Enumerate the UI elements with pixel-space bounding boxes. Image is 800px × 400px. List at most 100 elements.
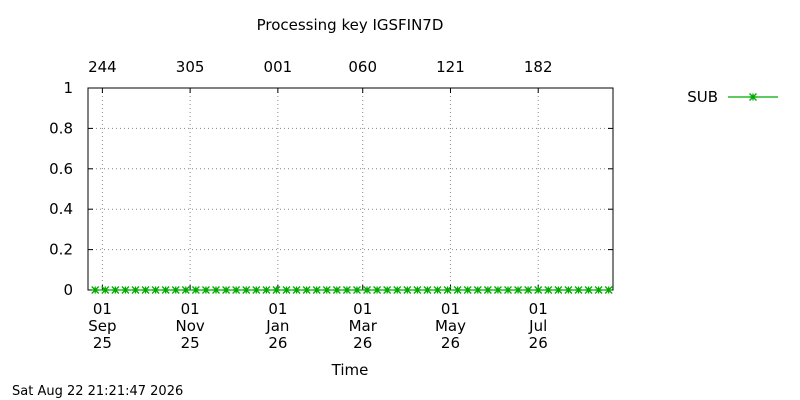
data-point [574,286,583,294]
marker-shape [292,286,301,294]
data-point [403,286,412,294]
data-point [121,286,130,294]
data-point [453,286,462,294]
x-axis-label: Time [331,361,369,379]
marker-shape [564,286,573,294]
legend-label: SUB [687,88,718,106]
y-tick-label: 1 [63,79,73,97]
marker-shape [403,286,412,294]
data-point [272,286,281,294]
chart-title: Processing key IGSFIN7D [257,16,444,34]
marker-shape [383,286,392,294]
marker-shape [252,286,261,294]
x2-tick-label: 244 [88,58,117,76]
data-point [544,286,553,294]
x-tick-label-line: 01 [353,300,372,318]
marker-shape [493,286,502,294]
x-tick-label: 01 Jul 26 [528,300,548,352]
marker-shape [433,286,442,294]
marker-shape [232,286,241,294]
x-tick-label-line: 26 [441,334,460,352]
data-point [504,286,512,294]
marker-shape [171,286,180,294]
marker-shape [413,286,422,294]
timestamp: Sat Aug 22 21:21:47 2026 [12,384,183,399]
data-point [383,286,392,294]
x-tick-label-line: Nov [175,317,204,335]
data-point [312,286,321,294]
y-tick-label: 0.2 [49,241,73,259]
marker-shape [373,286,382,294]
marker-shape [191,286,200,294]
data-point [292,286,301,294]
marker-shape [463,286,472,294]
x-tick-label-line: 01 [529,300,548,318]
data-point [342,286,351,294]
marker-shape [534,286,543,294]
marker-shape [393,286,402,294]
data-point [443,286,452,294]
data-point [161,286,170,294]
x-tick-label: 01 Sep 25 [88,300,116,352]
x-tick-label: 01 Nov 25 [175,300,204,352]
data-point [594,286,603,294]
y-tick-label: 0.8 [49,119,73,137]
marker-shape [282,286,291,294]
y-tick-label: 0.6 [49,160,73,178]
data-point [493,286,502,294]
x2-tick-label: 305 [176,58,205,76]
data-point [433,286,442,294]
x-tick-label-line: Sep [88,317,116,335]
data-point [262,286,271,294]
data-point [393,286,402,294]
marker-shape [342,286,351,294]
data-point [353,286,361,294]
data-point [191,286,200,294]
data-point [201,286,210,294]
y-tick-label: 0.4 [49,200,73,218]
marker-shape [749,93,757,101]
x-tick-label-line: 01 [181,300,200,318]
marker-shape [514,286,523,294]
data-point [483,286,492,294]
marker-shape [312,286,321,294]
data-point [91,286,100,294]
marker-shape [302,286,311,294]
x-tick-label-line: Jul [528,317,547,335]
legend-marker [749,93,757,101]
marker-shape [121,286,130,294]
data-point [524,286,533,294]
data-point [473,286,482,294]
marker-shape [91,286,100,294]
marker-shape [151,286,160,294]
marker-shape [322,286,331,294]
x2-tick-label: 001 [264,58,293,76]
x-tick-label-line: 01 [93,300,112,318]
marker-shape [272,286,281,294]
x-tick-label-line: 26 [353,334,372,352]
x-tick-label: 01 Mar 26 [349,300,378,352]
x-tick-label-line: 25 [181,334,200,352]
x2-tick-label: 060 [348,58,377,76]
marker-shape [353,286,361,294]
marker-shape [483,286,492,294]
data-point [423,286,432,294]
data-point [232,286,241,294]
data-point [181,286,190,294]
data-point [131,286,140,294]
marker-shape [262,286,271,294]
data-point [554,286,563,294]
marker-shape [212,286,220,294]
marker-shape [473,286,482,294]
x-tick-label-line: 26 [529,334,548,352]
marker-shape [363,286,372,294]
marker-shape [574,286,583,294]
marker-shape [524,286,533,294]
data-point [564,286,573,294]
marker-shape [504,286,512,294]
x-tick-label-line: 25 [93,334,112,352]
x-tick-label: 01 Jan 26 [265,300,289,352]
marker-shape [181,286,190,294]
data-point [111,286,120,294]
